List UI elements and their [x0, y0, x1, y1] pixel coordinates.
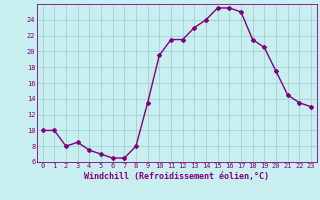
- X-axis label: Windchill (Refroidissement éolien,°C): Windchill (Refroidissement éolien,°C): [84, 172, 269, 181]
